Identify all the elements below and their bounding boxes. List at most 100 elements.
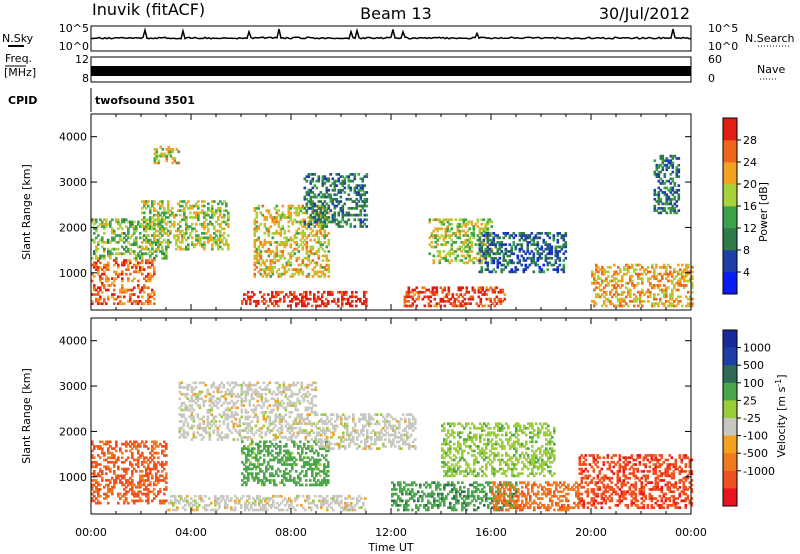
power-cell <box>675 191 679 194</box>
velocity-cell <box>131 483 134 487</box>
power-cell <box>631 263 634 267</box>
velocity-cell <box>147 458 150 462</box>
power-cell <box>301 229 305 233</box>
power-cell <box>283 236 287 240</box>
velocity-cell <box>103 442 106 446</box>
velocity-cell <box>192 431 196 435</box>
power-cell <box>593 275 596 278</box>
power-cell <box>287 220 291 224</box>
power-cell <box>512 252 516 256</box>
velocity-cell <box>157 460 160 464</box>
power-cell <box>217 218 220 222</box>
power-cell <box>359 297 362 301</box>
power-cell <box>297 245 301 249</box>
power-cell <box>321 243 325 246</box>
power-cell <box>109 256 112 260</box>
power-cell <box>289 216 293 219</box>
power-cell <box>113 259 116 262</box>
velocity-cell <box>254 383 258 387</box>
power-cell <box>145 234 148 237</box>
velocity-cell <box>334 494 337 498</box>
power-cell <box>462 220 466 224</box>
velocity-cell <box>336 501 339 505</box>
velocity-cell <box>280 429 284 432</box>
velocity-cell <box>328 504 331 507</box>
power-cell <box>359 213 363 217</box>
power-cell <box>466 238 470 242</box>
power-cell <box>141 200 144 203</box>
power-cell <box>625 272 628 276</box>
velocity-cell <box>241 483 244 487</box>
power-cell <box>669 266 672 269</box>
power-cell <box>444 229 448 233</box>
power-cell <box>113 302 116 305</box>
power-cell <box>428 243 432 246</box>
power-cell <box>161 204 164 208</box>
power-colorbar-swatch <box>723 272 737 295</box>
velocity-cell <box>222 411 226 414</box>
power-cell <box>671 166 675 169</box>
velocity-cell <box>242 422 246 426</box>
velocity-cell <box>304 438 308 441</box>
power-cell <box>155 250 158 253</box>
power-cell <box>131 293 134 296</box>
velocity-cell <box>272 422 276 426</box>
velocity-cell <box>109 451 112 455</box>
velocity-cell <box>186 431 190 435</box>
velocity-cell <box>216 426 220 430</box>
velocity-cell <box>99 463 102 466</box>
power-cell <box>111 236 114 240</box>
power-cell <box>544 243 548 246</box>
power-cell <box>481 288 485 292</box>
power-cell <box>502 232 506 235</box>
velocity-cell <box>296 397 300 401</box>
power-cell <box>657 202 661 206</box>
power-cell <box>663 272 666 276</box>
power-cell <box>149 279 152 283</box>
power-cell <box>215 234 218 237</box>
power-cell <box>456 247 460 251</box>
power-cell <box>279 254 283 258</box>
velocity-cell <box>121 474 124 478</box>
power-cell <box>213 211 216 215</box>
power-cell <box>225 238 228 242</box>
power-cell <box>329 173 333 176</box>
power-cell <box>111 277 114 280</box>
power-cell <box>103 297 106 301</box>
power-cell <box>601 268 604 271</box>
velocity-cell <box>131 463 134 466</box>
power-cell <box>510 234 514 237</box>
power-cell <box>123 295 126 299</box>
power-cell <box>665 159 669 163</box>
velocity-cell <box>218 501 221 505</box>
power-cell <box>163 154 167 158</box>
power-cell <box>311 268 315 271</box>
velocity-cell <box>143 460 146 464</box>
velocity-cell <box>253 463 256 466</box>
velocity-cell <box>290 383 294 387</box>
power-cell <box>450 227 454 231</box>
power-cell <box>315 304 318 308</box>
power-cell <box>143 302 146 305</box>
power-cell <box>446 218 450 222</box>
velocity-cell <box>306 497 309 500</box>
velocity-cell <box>314 411 318 414</box>
power-cell <box>319 227 323 231</box>
power-cell <box>313 297 316 301</box>
velocity-cell <box>230 413 234 416</box>
power-cell <box>223 209 226 212</box>
power-cell <box>141 222 144 226</box>
power-cell <box>355 193 359 197</box>
power-cell <box>159 200 162 203</box>
velocity-cell <box>240 390 244 394</box>
power-cell <box>661 191 665 194</box>
power-cell <box>297 220 301 224</box>
velocity-cell <box>145 485 148 489</box>
power-cell <box>661 207 665 210</box>
power-cell <box>641 281 644 285</box>
power-cell <box>287 216 291 219</box>
power-cell <box>479 300 483 303</box>
velocity-cell <box>286 397 290 401</box>
power-cell <box>135 270 138 274</box>
power-cell <box>359 195 363 199</box>
